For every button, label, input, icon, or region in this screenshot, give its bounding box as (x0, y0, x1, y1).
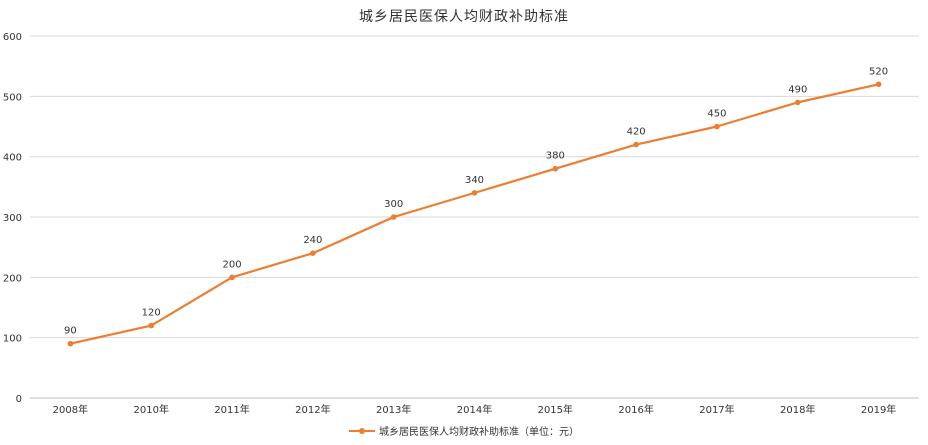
data-point (471, 190, 478, 196)
y-tick-label: 100 (3, 334, 22, 345)
legend-line-marker-icon (349, 426, 375, 436)
x-tick-label: 2012年 (295, 403, 330, 416)
x-tick-label: 2011年 (214, 403, 249, 416)
data-point (552, 165, 559, 172)
x-tick-label: 2017年 (699, 403, 734, 416)
y-tick-label: 300 (3, 213, 22, 224)
data-point (310, 250, 316, 256)
x-tick-label: 2019年 (861, 403, 896, 416)
y-tick-label: 0 (16, 394, 22, 405)
data-label: 380 (546, 151, 565, 162)
x-tick-label: 2014年 (457, 403, 492, 416)
y-tick-label: 500 (3, 92, 22, 103)
x-tick-label: 2016年 (618, 403, 653, 416)
data-label: 450 (707, 109, 726, 120)
legend-label: 城乡居民医保人均财政补助标准（单位：元） (379, 427, 579, 438)
data-label: 340 (465, 175, 484, 186)
data-point (67, 340, 74, 347)
series-line (70, 83, 879, 345)
data-point (794, 99, 801, 106)
data-label: 420 (627, 127, 646, 138)
data-label: 520 (869, 66, 888, 77)
y-tick-label: 600 (3, 32, 22, 43)
chart-legend: 城乡居民医保人均财政补助标准（单位：元） (0, 423, 928, 438)
data-point (633, 141, 639, 148)
data-point (875, 81, 882, 88)
x-tick-label: 2015年 (538, 403, 573, 416)
data-label: 490 (788, 84, 807, 95)
x-tick-label: 2013年 (376, 403, 411, 416)
y-tick-label: 400 (3, 153, 22, 164)
data-point (229, 274, 235, 281)
data-label: 90 (64, 326, 77, 337)
data-label: 300 (384, 199, 403, 210)
y-tick-label: 200 (3, 273, 22, 284)
data-point (390, 214, 397, 220)
data-label: 200 (222, 259, 241, 270)
x-tick-label: 2018年 (780, 403, 815, 416)
x-tick-label: 2010年 (134, 403, 169, 416)
chart-title: 城乡居民医保人均财政补助标准 (359, 9, 569, 25)
x-tick-label: 2008年 (53, 403, 88, 416)
data-label: 240 (303, 235, 322, 246)
data-label: 120 (142, 308, 161, 319)
data-point (148, 322, 155, 329)
data-point (714, 123, 720, 130)
